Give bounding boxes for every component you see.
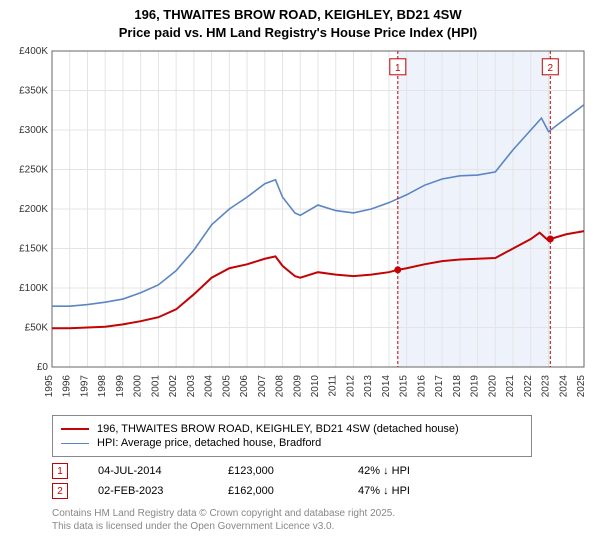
svg-text:2006: 2006	[239, 375, 250, 398]
marker-badge-2: 2	[52, 483, 68, 499]
svg-text:2025: 2025	[576, 375, 587, 398]
marker-date-1: 04-JUL-2014	[98, 465, 228, 477]
svg-text:2001: 2001	[150, 375, 161, 398]
title-line-1: 196, THWAITES BROW ROAD, KEIGHLEY, BD21 …	[6, 6, 590, 24]
svg-text:2003: 2003	[186, 375, 197, 398]
svg-text:1: 1	[395, 63, 401, 74]
svg-text:£150K: £150K	[19, 244, 48, 255]
svg-text:2012: 2012	[345, 375, 356, 398]
marker-delta-1: 42% ↓ HPI	[358, 465, 488, 477]
svg-text:£0: £0	[37, 362, 49, 373]
svg-text:1999: 1999	[115, 375, 126, 398]
svg-text:2014: 2014	[381, 375, 392, 398]
svg-text:2023: 2023	[541, 375, 552, 398]
svg-text:2011: 2011	[328, 375, 339, 397]
marker-delta-2: 47% ↓ HPI	[358, 485, 488, 497]
marker-table: 1 04-JUL-2014 £123,000 42% ↓ HPI 2 02-FE…	[52, 463, 590, 499]
svg-text:2: 2	[548, 63, 554, 74]
marker-date-2: 02-FEB-2023	[98, 485, 228, 497]
svg-text:1998: 1998	[97, 375, 108, 398]
marker-badge-1: 1	[52, 463, 68, 479]
svg-text:2008: 2008	[275, 375, 286, 398]
svg-text:2009: 2009	[292, 375, 303, 398]
svg-text:£350K: £350K	[19, 86, 48, 97]
svg-text:2016: 2016	[416, 375, 427, 398]
svg-text:£100K: £100K	[19, 283, 48, 294]
marker-row-1: 1 04-JUL-2014 £123,000 42% ↓ HPI	[52, 463, 590, 479]
svg-text:2013: 2013	[363, 375, 374, 398]
svg-text:2022: 2022	[523, 375, 534, 398]
legend-label-price: 196, THWAITES BROW ROAD, KEIGHLEY, BD21 …	[97, 423, 459, 435]
price-chart: £0 £50K £100K £150K £200K £250K £300K £350K £400…	[6, 47, 590, 407]
svg-text:2002: 2002	[168, 375, 179, 398]
chart-title: 196, THWAITES BROW ROAD, KEIGHLEY, BD21 …	[6, 6, 590, 41]
legend-swatch-hpi	[61, 443, 89, 444]
footnote-line-1: Contains HM Land Registry data © Crown c…	[52, 507, 590, 520]
svg-text:1996: 1996	[62, 375, 73, 398]
svg-text:£250K: £250K	[19, 165, 48, 176]
marker-price-1: £123,000	[228, 465, 358, 477]
legend-swatch-price	[61, 428, 89, 430]
svg-text:£300K: £300K	[19, 125, 48, 136]
marker-row-2: 2 02-FEB-2023 £162,000 47% ↓ HPI	[52, 483, 590, 499]
svg-text:2015: 2015	[399, 375, 410, 398]
svg-text:1995: 1995	[44, 375, 55, 398]
svg-text:1997: 1997	[79, 375, 90, 398]
svg-text:2020: 2020	[487, 375, 498, 398]
svg-text:2024: 2024	[558, 375, 569, 398]
svg-text:2007: 2007	[257, 375, 268, 398]
marker-price-2: £162,000	[228, 485, 358, 497]
footnote-line-2: This data is licensed under the Open Gov…	[52, 520, 590, 533]
legend-label-hpi: HPI: Average price, detached house, Brad…	[97, 437, 321, 449]
footnote: Contains HM Land Registry data © Crown c…	[52, 507, 590, 533]
title-line-2: Price paid vs. HM Land Registry's House …	[6, 24, 590, 42]
svg-text:£50K: £50K	[25, 323, 49, 334]
svg-text:£400K: £400K	[19, 47, 48, 57]
svg-text:2004: 2004	[204, 375, 215, 398]
legend: 196, THWAITES BROW ROAD, KEIGHLEY, BD21 …	[52, 415, 532, 457]
svg-text:2010: 2010	[310, 375, 321, 398]
svg-text:2021: 2021	[505, 375, 516, 398]
svg-text:2017: 2017	[434, 375, 445, 398]
svg-text:2005: 2005	[221, 375, 232, 398]
legend-row-price: 196, THWAITES BROW ROAD, KEIGHLEY, BD21 …	[61, 423, 523, 435]
svg-text:£200K: £200K	[19, 204, 48, 215]
svg-text:2019: 2019	[470, 375, 481, 398]
svg-text:2000: 2000	[133, 375, 144, 398]
svg-text:2018: 2018	[452, 375, 463, 398]
legend-row-hpi: HPI: Average price, detached house, Brad…	[61, 437, 523, 449]
chart-svg: £0 £50K £100K £150K £200K £250K £300K £350K £400…	[6, 47, 590, 407]
